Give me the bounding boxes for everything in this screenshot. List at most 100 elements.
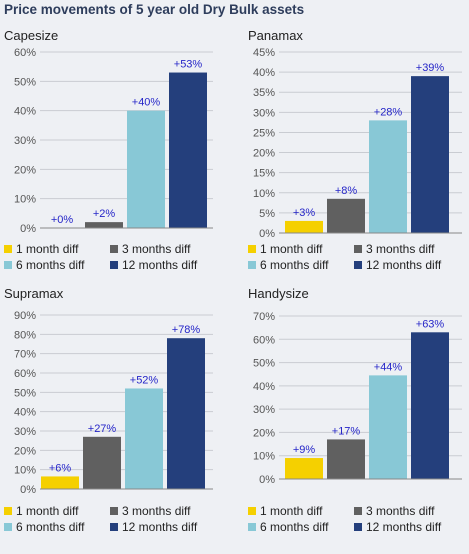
legend-label: 6 months diff [16,520,85,534]
chart-panel-handysize: Handysize 0% 10% 20% 30% 40% 50% 60% 70% +9% +17%… [244,286,469,554]
chart-panel-panamax: Panamax 0% 5% 10% 15% 20% 25% 30% 35% 40% 45% +3% +… [244,28,469,282]
legend-item: 12 months diff [354,258,441,272]
y-tick-label: 70% [14,349,36,361]
legend-label: 1 month diff [260,242,323,256]
y-tick-label: 50% [253,358,275,370]
y-tick-label: 60% [253,334,275,346]
chart-legend: 1 month diff 3 months diff 6 months diff 12… [4,242,229,276]
chart-legend: 1 month diff 3 months diff 6 months diff 12… [248,504,469,538]
legend-label: 12 months diff [122,258,198,272]
legend-label: 6 months diff [16,258,85,272]
legend-swatch [248,523,256,531]
chart-title: Capesize [4,28,59,43]
chart-svg: 0% 10% 20% 30% 40% 50% 60% +0% +2% +40% +53% [14,47,213,235]
y-tick-label: 45% [253,47,275,59]
chart-title: Supramax [4,286,64,301]
legend-swatch [4,523,12,531]
chart-legend: 1 month diff 3 months diff 6 months diff 12… [248,242,469,276]
legend-item: 3 months diff [110,504,190,518]
bar-3-months-diff [327,439,365,479]
legend-swatch [354,245,362,253]
y-tick-label: 60% [14,368,36,380]
bar-3-months-diff [327,198,365,233]
legend-swatch [110,507,118,515]
y-tick-label: 20% [14,164,36,176]
legend-item: 1 month diff [248,242,322,256]
legend-item: 6 months diff [248,258,328,272]
legend-label: 3 months diff [366,504,435,518]
legend-item: 12 months diff [110,258,197,272]
legend-swatch [4,507,12,515]
data-label: +6% [49,462,72,474]
chart-panel-capesize: Capesize 0% 10% 20% 30% 40% 50% 60% +0% +2% +40% +… [0,28,234,282]
bar-6-months-diff [369,120,407,233]
data-label: +63% [416,318,445,330]
data-label: +0% [51,214,74,226]
chart-svg: 0% 10% 20% 30% 40% 50% 60% 70% 80% 90% +6% +27% +52%… [14,310,213,496]
bar-12-months-diff [169,72,207,229]
y-tick-label: 40% [253,67,275,79]
legend-swatch [4,245,12,253]
y-tick-label: 20% [253,148,275,160]
y-tick-label: 20% [253,427,275,439]
chart-svg: 0% 5% 10% 15% 20% 25% 30% 35% 40% 45% +3% +8% +28% +3… [253,47,462,240]
legend-label: 12 months diff [366,520,442,534]
legend-item: 1 month diff [4,242,78,256]
y-tick-label: 50% [14,387,36,399]
legend-label: 1 month diff [16,504,79,518]
data-label: +53% [174,59,203,71]
legend-swatch [110,245,118,253]
chart-svg: 0% 10% 20% 30% 40% 50% 60% 70% +9% +17% +44% +63% [253,311,462,486]
legend-label: 3 months diff [122,242,191,256]
legend-item: 3 months diff [110,242,190,256]
legend-label: 12 months diff [366,258,442,272]
legend-item: 12 months diff [354,520,441,534]
y-tick-label: 80% [14,329,36,341]
legend-swatch [4,261,12,269]
bar-6-months-diff [369,375,407,479]
bar-1-month-diff [285,220,323,233]
legend-swatch [110,261,118,269]
bar-3-months-diff [83,436,121,489]
legend-swatch [248,261,256,269]
y-tick-label: 30% [14,135,36,147]
legend-swatch [354,507,362,515]
legend-swatch [248,245,256,253]
y-tick-label: 70% [253,311,275,323]
bar-12-months-diff [411,76,449,233]
legend-item: 3 months diff [354,504,434,518]
data-label: +3% [293,207,316,219]
data-label: +28% [374,106,403,118]
y-tick-label: 0% [20,484,36,496]
y-tick-label: 0% [259,228,275,240]
y-tick-label: 40% [14,407,36,419]
legend-swatch [354,261,362,269]
legend-item: 1 month diff [248,504,322,518]
data-label: +78% [172,324,201,336]
legend-item: 6 months diff [4,520,84,534]
bar-1-month-diff [285,458,323,479]
y-tick-label: 10% [253,188,275,200]
y-tick-label: 5% [259,208,275,220]
y-tick-label: 90% [14,310,36,322]
data-label: +9% [293,444,316,456]
data-label: +39% [416,62,445,74]
legend-item: 12 months diff [110,520,197,534]
bar-6-months-diff [127,110,165,228]
legend-item: 6 months diff [4,258,84,272]
y-tick-label: 30% [253,404,275,416]
data-label: +8% [335,185,358,197]
y-tick-label: 10% [253,451,275,463]
data-label: +27% [88,423,117,435]
y-tick-label: 0% [20,223,36,235]
legend-item: 3 months diff [354,242,434,256]
y-tick-label: 40% [253,381,275,393]
legend-item: 6 months diff [248,520,328,534]
y-tick-label: 10% [14,465,36,477]
y-tick-label: 60% [14,47,36,59]
data-label: +40% [132,97,161,109]
legend-item: 1 month diff [4,504,78,518]
chart-title: Panamax [248,28,303,43]
y-tick-label: 30% [253,107,275,119]
y-tick-label: 30% [14,426,36,438]
